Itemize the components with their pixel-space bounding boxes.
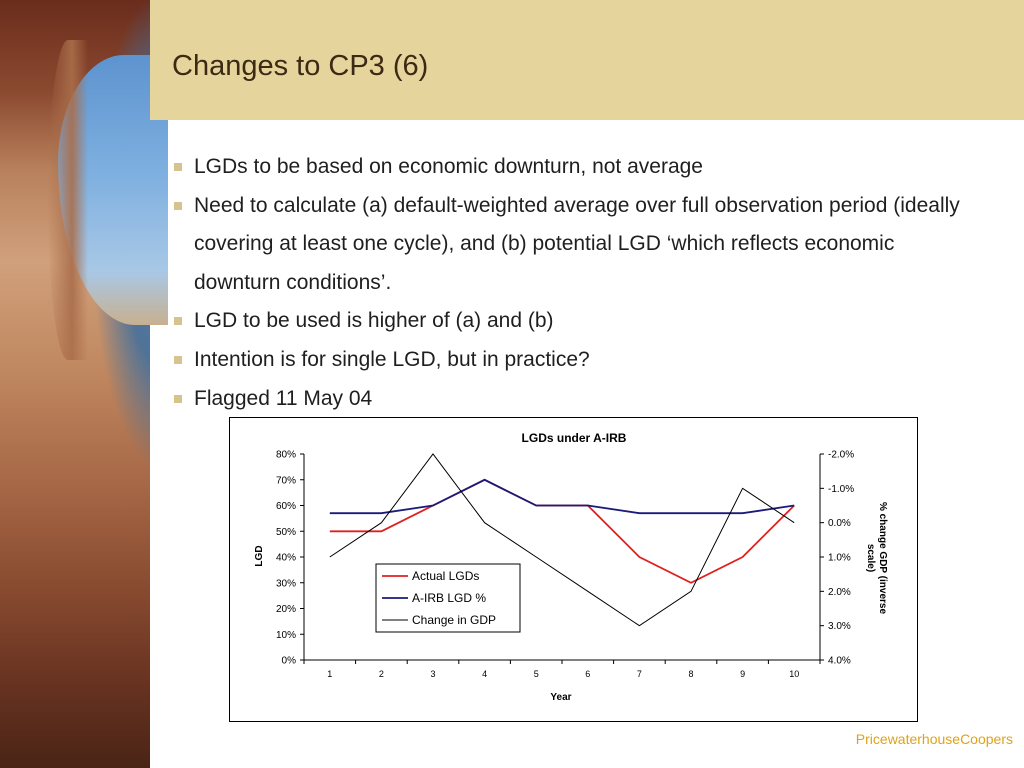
chart-xlabel: Year — [550, 692, 571, 703]
y2-tick-label: -2.0% — [828, 450, 854, 461]
x-tick-label: 1 — [327, 669, 332, 679]
x-tick-label: 9 — [740, 669, 745, 679]
y-tick-label: 40% — [276, 553, 296, 564]
x-tick-label: 3 — [430, 669, 435, 679]
y-tick-label: 50% — [276, 527, 296, 538]
bullet-marker-icon — [174, 355, 182, 364]
y-tick-label: 80% — [276, 450, 296, 461]
bullet-text: Intention is for single LGD, but in prac… — [194, 347, 590, 371]
x-tick-label: 6 — [585, 669, 590, 679]
y2-tick-label: 2.0% — [828, 587, 851, 598]
series-line-a-irb-lgd — [329, 478, 795, 515]
bullet-item: LGDs to be based on economic downturn, n… — [172, 148, 972, 187]
bullet-marker-icon — [174, 163, 182, 171]
bullet-text: Flagged 11 May 04 — [194, 386, 373, 410]
y-tick-label: 20% — [276, 604, 296, 615]
x-tick-label: 5 — [534, 669, 539, 679]
bullet-text: LGD to be used is higher of (a) and (b) — [194, 309, 554, 333]
slide-title: Changes to CP3 (6) — [172, 50, 429, 82]
chart-y2label: % change GDP (inversescale) — [865, 502, 888, 615]
title-bar: Changes to CP3 (6) — [150, 0, 1024, 120]
bullet-item: Intention is for single LGD, but in prac… — [172, 341, 972, 380]
y-tick-label: 70% — [276, 475, 296, 486]
y2-tick-label: 1.0% — [828, 553, 851, 564]
x-tick-label: 4 — [482, 669, 487, 679]
bullet-item: LGD to be used is higher of (a) and (b) — [172, 302, 972, 341]
y2-tick-label: 0.0% — [828, 518, 851, 529]
bullet-item: Flagged 11 May 04 — [172, 380, 972, 419]
lgd-chart-svg: LGDs under A-IRB LGD Year % change GDP (… — [254, 431, 888, 703]
legend-label: Actual LGDs — [412, 569, 479, 583]
x-tick-label: 10 — [789, 669, 799, 679]
y-tick-label: 0% — [282, 656, 297, 667]
bullet-marker-icon — [174, 317, 182, 326]
legend-label: A-IRB LGD % — [412, 591, 486, 605]
lgd-chart: LGDs under A-IRB LGD Year % change GDP (… — [229, 417, 918, 722]
y2-tick-label: 4.0% — [828, 656, 851, 667]
x-tick-label: 2 — [379, 669, 384, 679]
bullet-text: LGDs to be based on economic downturn, n… — [194, 155, 703, 178]
bullet-marker-icon — [174, 394, 182, 403]
side-photo-rock — [48, 40, 88, 360]
side-photo-canyon — [0, 0, 168, 768]
y2-tick-label: 3.0% — [828, 621, 851, 632]
bullet-marker-icon — [174, 201, 182, 210]
footer-brand: PricewaterhouseCoopers — [855, 731, 1013, 747]
chart-title: LGDs under A-IRB — [522, 431, 627, 445]
x-tick-label: 7 — [637, 669, 642, 679]
legend-label: Change in GDP — [412, 613, 496, 627]
y-tick-label: 30% — [276, 578, 296, 589]
y2-tick-label: -1.0% — [828, 484, 854, 495]
y-tick-label: 60% — [276, 501, 296, 512]
series-line-change-in-gdp — [329, 453, 795, 627]
x-tick-label: 8 — [688, 669, 693, 679]
y-tick-label: 10% — [276, 630, 296, 641]
bullet-item: Need to calculate (a) default-weighted a… — [172, 187, 972, 303]
bullet-text: Need to calculate (a) default-weighted a… — [194, 193, 960, 294]
bullet-list: LGDs to be based on economic downturn, n… — [172, 148, 972, 418]
chart-ylabel: LGD — [254, 545, 265, 566]
